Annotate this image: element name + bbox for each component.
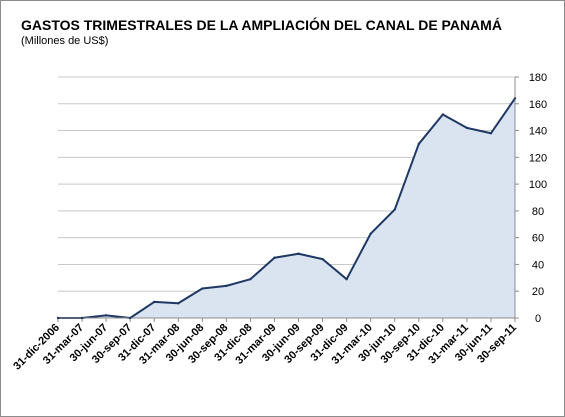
data-point bbox=[513, 97, 517, 100]
data-point bbox=[321, 257, 324, 261]
y-tick-label: 160 bbox=[529, 99, 547, 111]
data-point bbox=[128, 316, 132, 320]
data-point bbox=[80, 316, 84, 320]
y-tick-label: 40 bbox=[532, 259, 544, 271]
data-point bbox=[489, 132, 493, 135]
y-tick-label: 20 bbox=[532, 286, 544, 298]
area-fill bbox=[58, 98, 515, 318]
y-tick-label: 140 bbox=[529, 126, 547, 138]
data-point bbox=[345, 277, 348, 281]
data-point bbox=[201, 287, 204, 290]
data-point bbox=[393, 208, 396, 211]
y-tick-label: 0 bbox=[535, 313, 541, 325]
axes bbox=[57, 76, 519, 322]
data-point bbox=[249, 277, 252, 281]
series-line bbox=[58, 97, 516, 319]
data-point bbox=[225, 284, 228, 288]
y-tick-label: 80 bbox=[532, 206, 544, 218]
x-tick-labels: 31-dic-200631-mar-0730-jun-0730-sep-0731… bbox=[11, 322, 519, 373]
data-point bbox=[177, 302, 180, 305]
chart-subtitle: (Millones de US$) bbox=[21, 35, 109, 47]
data-point bbox=[273, 256, 276, 259]
area-layer bbox=[58, 97, 516, 319]
data-point bbox=[369, 232, 372, 235]
chart-title: GASTOS TRIMESTRALES DE LA AMPLIACIÓN DEL… bbox=[21, 17, 502, 33]
data-point bbox=[297, 252, 300, 255]
y-tick-label: 60 bbox=[532, 233, 544, 245]
y-tick-labels: 0 20 40 60 80 100 120 140 160 180 bbox=[529, 72, 547, 325]
data-point bbox=[56, 316, 60, 320]
data-point bbox=[441, 113, 445, 116]
data-point bbox=[153, 300, 156, 304]
data-points bbox=[56, 97, 517, 320]
data-point bbox=[417, 142, 420, 146]
data-point bbox=[104, 314, 108, 317]
y-tick-label: 100 bbox=[529, 179, 547, 191]
y-tick-label: 180 bbox=[529, 72, 547, 84]
y-tick-label: 120 bbox=[529, 152, 547, 164]
data-point bbox=[465, 126, 469, 130]
